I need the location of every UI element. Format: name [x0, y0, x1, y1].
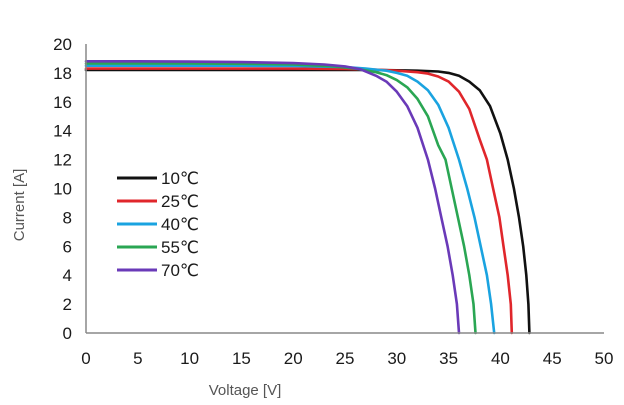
legend-label: 55℃ — [161, 238, 199, 257]
y-tick-label: 6 — [63, 237, 72, 256]
y-tick-label: 12 — [53, 151, 72, 170]
legend-label: 70℃ — [161, 261, 199, 280]
y-tick-label: 20 — [53, 35, 72, 54]
y-tick-label: 16 — [53, 93, 72, 112]
legend-label: 40℃ — [161, 215, 199, 234]
x-tick-label: 25 — [336, 349, 355, 368]
legend-label: 10℃ — [161, 169, 199, 188]
series-line — [84, 64, 496, 335]
x-tick-label: 0 — [81, 349, 90, 368]
series-line — [84, 68, 531, 335]
x-tick-label: 20 — [284, 349, 303, 368]
y-axis-title: Current [A] — [11, 169, 28, 242]
y-tick-label: 4 — [63, 266, 72, 285]
x-tick-label: 45 — [543, 349, 562, 368]
x-tick-label: 5 — [133, 349, 142, 368]
series-lines — [84, 60, 531, 335]
y-tick-label: 0 — [63, 324, 72, 343]
x-tick-label: 10 — [180, 349, 199, 368]
x-tick-label: 15 — [232, 349, 251, 368]
y-tick-label: 8 — [63, 208, 72, 227]
series-line — [84, 67, 514, 335]
x-tick-label: 30 — [387, 349, 406, 368]
y-tick-label: 10 — [53, 180, 72, 199]
y-tick-label: 18 — [53, 64, 72, 83]
series-line — [84, 62, 477, 335]
legend: 10℃ 25℃ 40℃ 55℃ 70℃ — [117, 169, 199, 280]
x-tick-label: 40 — [491, 349, 510, 368]
legend-label: 25℃ — [161, 192, 199, 211]
x-tick-label: 50 — [595, 349, 614, 368]
x-tick-labels: 0 5 10 15 20 25 30 35 40 45 50 — [81, 349, 613, 368]
series-line — [84, 60, 461, 335]
y-tick-label: 14 — [53, 122, 72, 141]
y-tick-label: 2 — [63, 295, 72, 314]
x-tick-label: 35 — [439, 349, 458, 368]
y-tick-labels: 0 2 4 6 8 10 12 14 16 18 20 — [53, 35, 72, 343]
x-axis-title: Voltage [V] — [209, 382, 282, 399]
